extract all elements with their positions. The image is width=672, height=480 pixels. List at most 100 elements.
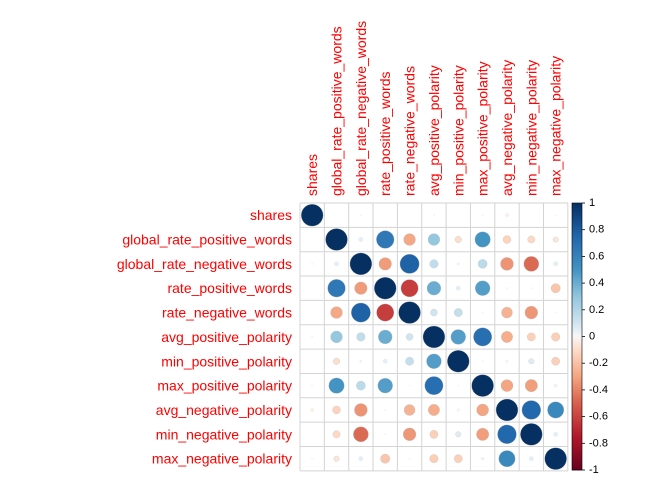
corr-circle [554, 214, 557, 217]
colorbar-segment [572, 360, 582, 364]
corr-circle [400, 279, 419, 298]
colorbar-tick-label: 0.2 [589, 304, 604, 316]
colorbar-segment [572, 443, 582, 447]
corr-circle [454, 308, 463, 317]
column-label: rate_negative_words [402, 66, 418, 196]
colorbar-segment [572, 264, 582, 268]
colorbar-segment [572, 467, 582, 471]
colorbar-segment [572, 248, 582, 252]
row-label: min_negative_polarity [156, 426, 292, 442]
colorbar-segment [572, 440, 582, 444]
corr-circle [380, 453, 391, 464]
corr-circle [382, 358, 388, 364]
colorbar-segment [572, 453, 582, 458]
colorbar-segment [572, 304, 582, 308]
corr-circle [527, 235, 536, 244]
corr-circle [398, 301, 421, 324]
row-label: max_negative_polarity [152, 451, 292, 467]
corr-circle [481, 360, 484, 363]
corr-circle [430, 308, 438, 317]
colorbar-segment [572, 285, 582, 289]
corr-circle [356, 380, 366, 391]
colorbar-segment [572, 459, 582, 463]
colorbar-segment [572, 368, 582, 372]
corr-circle [358, 237, 364, 242]
corr-circle [474, 231, 491, 248]
colorbar-segment [572, 365, 582, 369]
row-label: rate_negative_words [162, 305, 292, 321]
colorbar-segment [572, 240, 582, 244]
corr-circle [432, 214, 436, 217]
corr-circle [455, 431, 462, 438]
corr-circle [501, 331, 513, 343]
corr-circle [554, 311, 557, 314]
column-label: min_positive_polarity [450, 65, 466, 196]
corr-circle [403, 427, 417, 441]
grid [299, 202, 569, 472]
colorbar-segment [572, 392, 582, 396]
column-label: shares [304, 154, 320, 196]
colorbar-segment [572, 277, 582, 281]
colorbar-segment [572, 213, 582, 217]
corr-circle [408, 384, 411, 387]
colorbar-segment [572, 325, 582, 329]
corr-circle [450, 329, 466, 345]
colorbar-tick-label: -0.2 [589, 357, 608, 369]
corr-circle [374, 277, 397, 300]
corr-circle [330, 330, 343, 343]
corr-circle [428, 404, 440, 416]
colorbar-segment [572, 333, 582, 337]
colorbar-tick-label: -0.4 [589, 384, 608, 396]
colorbar-segment [572, 331, 582, 335]
corr-circle [481, 311, 484, 314]
column-label: avg_negative_polarity [499, 60, 515, 196]
corr-circle [327, 279, 346, 298]
corr-circle [497, 424, 517, 444]
colorbar-segment [572, 373, 582, 377]
corr-circle [325, 228, 348, 251]
corr-circle [311, 335, 314, 339]
corr-circle [456, 262, 460, 266]
corr-circle [377, 378, 393, 394]
corr-circle [551, 332, 561, 342]
colorbar-segment [572, 293, 582, 297]
corr-circle [328, 377, 345, 394]
corr-circle [553, 383, 558, 388]
column-label: rate_positive_words [377, 71, 393, 196]
corr-circle [521, 400, 541, 420]
colorbar-segment [572, 387, 582, 391]
colorbar-segment [572, 261, 582, 265]
corr-circle [455, 285, 461, 291]
corr-circle [424, 376, 444, 395]
corr-circle [457, 384, 460, 387]
corr-circle [523, 256, 539, 272]
colorbar-segment [572, 456, 582, 460]
colorbar-segment [572, 421, 582, 426]
colorbar-segment [572, 312, 582, 316]
colorbar-segment [572, 269, 582, 273]
corr-circle [547, 401, 565, 419]
corr-circle [403, 404, 416, 416]
colorbar-segment [572, 413, 582, 417]
corr-circle [471, 374, 494, 397]
row-label: max_positive_polarity [157, 378, 292, 394]
colorbar-segment [572, 349, 582, 353]
colorbar-tick-label: 0.6 [589, 250, 604, 262]
colorbar-segment [572, 344, 582, 348]
corr-circle [405, 357, 414, 366]
corr-circle [447, 350, 470, 373]
corr-circle [333, 357, 340, 365]
corr-circle [553, 261, 559, 267]
colorbar-tick-label: 0.4 [589, 277, 604, 289]
colorbar-segment [572, 243, 582, 247]
colorbar-segment [572, 437, 582, 442]
colorbar-segment [572, 384, 582, 388]
corr-circle [376, 230, 395, 249]
colorbar-segment [572, 376, 582, 380]
colorbar-segment [572, 323, 582, 327]
colorbar-segment [572, 445, 582, 450]
row-labels: shares global_rate_positive_words global_r… [117, 207, 292, 467]
corr-circle [524, 306, 538, 320]
colorbar-segment [572, 296, 582, 300]
